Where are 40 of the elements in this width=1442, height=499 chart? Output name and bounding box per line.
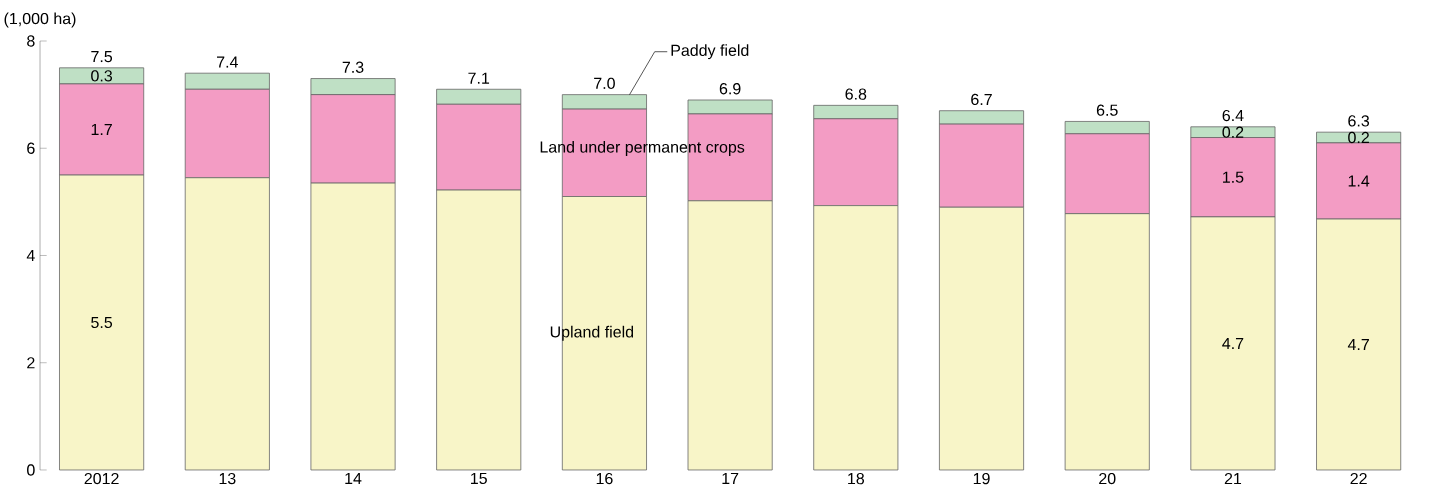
total-label: 7.0 — [594, 77, 615, 90]
text: Paddy field — [671, 44, 749, 60]
data-label: 1.5 — [1223, 171, 1244, 183]
x-tick-label: 17 — [722, 472, 739, 484]
y-tick-label: 2 — [27, 357, 35, 369]
total-label: 6.4 — [1222, 109, 1244, 122]
x-tick-label: 2012 — [84, 472, 119, 485]
x-tick-label: 19 — [973, 472, 990, 485]
total-label: 6.3 — [1348, 115, 1370, 127]
x-tick-label: 18 — [848, 472, 865, 485]
y-axis-title: (1,000 ha) — [4, 12, 76, 28]
series-label: Upland field — [550, 325, 634, 341]
y-tick-label: 6 — [27, 142, 35, 154]
data-label: 1.7 — [91, 123, 112, 135]
data-label: 1.4 — [1348, 175, 1370, 187]
y-tick-label: 0 — [27, 464, 35, 476]
x-tick-label: 22 — [1350, 472, 1367, 485]
x-tick-label: 15 — [471, 472, 487, 485]
data-label: 0.3 — [91, 70, 113, 82]
y-tick-label: 4 — [26, 250, 35, 261]
y-tick-label: 8 — [27, 35, 35, 47]
total-label: 7.3 — [342, 61, 364, 73]
x-tick-label: 16 — [596, 472, 613, 485]
x-tick-label: 20 — [1099, 472, 1116, 485]
x-tick-label: 21 — [1224, 472, 1242, 485]
data-label: 4.7 — [1347, 339, 1369, 351]
total-label: 6.9 — [719, 83, 741, 95]
x-tick-label: 13 — [219, 472, 236, 485]
total-label: 7.4 — [217, 56, 238, 68]
x-tick-label: 14 — [345, 472, 362, 484]
data-label: 0.2 — [1348, 131, 1369, 144]
total-label: 6.5 — [1096, 104, 1118, 116]
total-label: 6.7 — [971, 93, 992, 106]
data-label: 0.2 — [1222, 126, 1244, 138]
total-label: 7.1 — [468, 72, 490, 84]
data-label: 4.7 — [1222, 337, 1244, 349]
data-label: 5.5 — [91, 316, 113, 329]
series-label: Land under permanent crops — [540, 140, 745, 156]
total-label: 6.8 — [845, 88, 867, 100]
total-label: 7.5 — [91, 51, 113, 63]
